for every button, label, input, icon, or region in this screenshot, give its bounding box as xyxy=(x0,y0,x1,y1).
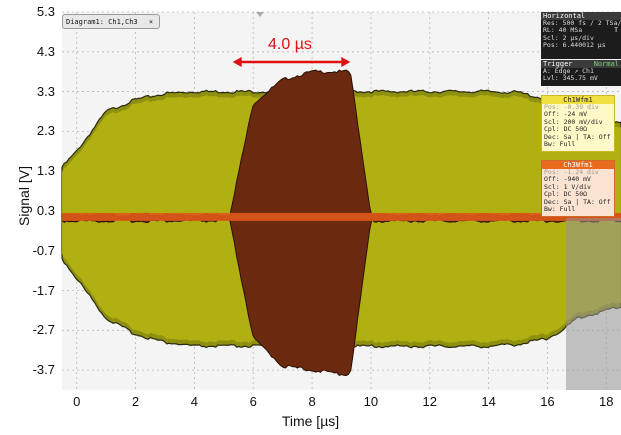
inactive-region xyxy=(566,218,621,390)
y-axis-label: Signal [V] xyxy=(16,166,32,226)
y-tick-label: 5.3 xyxy=(36,4,55,19)
x-tick-label: 8 xyxy=(308,394,316,409)
y-tick-label: 0.3 xyxy=(36,202,55,218)
ch1-title: Ch1Wfm1 xyxy=(542,96,614,104)
ch3-panel[interactable]: Ch3Wfm1 Pos: -1.24 div Off: -940 mV Scl:… xyxy=(541,160,615,217)
ch1-coupling: Cpl: DC 50Ω xyxy=(544,125,588,134)
x-tick-label: 16 xyxy=(540,394,555,409)
horizontal-scale: Scl: 2 µs/div xyxy=(543,33,594,42)
x-axis-label: Time [µs] xyxy=(281,413,340,429)
ch1-scale: Scl: 200 mV/div xyxy=(544,117,603,126)
trigger-title: Trigger Normal xyxy=(541,60,621,68)
y-tick-label: -3.7 xyxy=(32,362,55,378)
x-tick-label: 2 xyxy=(131,394,140,409)
handle-icon[interactable] xyxy=(256,12,264,17)
y-tick-label: -1.7 xyxy=(32,282,55,298)
x-tick-label: 12 xyxy=(422,394,437,409)
ch1-bandwidth: Bw: Full xyxy=(544,140,576,149)
trigger-panel[interactable]: Trigger Normal A: Edge ↗ Ch1 Lvl: 345.75 … xyxy=(541,60,621,86)
y-tick-label: 2.3 xyxy=(36,123,55,139)
y-tick-label: -0.7 xyxy=(32,242,55,258)
ch1-offset: Off: -24 mV xyxy=(544,110,588,119)
horizontal-panel[interactable]: Horizontal Res: 500 fs / 2 TSa/s RL: 40 … xyxy=(541,12,621,59)
ch1-decimation: Dec: Sa | TA: Off xyxy=(544,132,611,141)
burst-duration-label: 4.0 µs xyxy=(268,36,312,53)
ch3-title: Ch3Wfm1 xyxy=(542,161,614,169)
ch3-position: Pos: -1.24 div xyxy=(544,168,599,176)
trigger-mode: Normal xyxy=(593,60,619,68)
ch3-decimation: Dec: Sa | TA: Off xyxy=(544,197,611,206)
trigger-source: A: Edge ↗ Ch1 xyxy=(543,67,594,75)
arrowhead-right-icon xyxy=(341,57,351,67)
diagram-tab[interactable]: Diagram1: Ch1,Ch3 × xyxy=(62,14,160,29)
horizontal-record-length: RL: 40 MSa T xyxy=(543,26,618,35)
x-tick-label: 18 xyxy=(599,394,614,409)
ch1-panel[interactable]: Ch1Wfm1 Pos: -0.39 div Off: -24 mV Scl: … xyxy=(541,95,615,152)
arrowhead-left-icon xyxy=(232,57,242,67)
ch3-offset: Off: -940 mV xyxy=(544,175,591,184)
horizontal-title: Horizontal xyxy=(541,12,621,20)
x-tick-label: 14 xyxy=(481,394,496,409)
ch3-baseline-trace xyxy=(62,212,621,221)
x-tick-label: 10 xyxy=(363,394,379,409)
diagram-tab-label: Diagram1: Ch1,Ch3 xyxy=(66,18,138,26)
ch1-position: Pos: -0.39 div xyxy=(544,103,599,111)
ch3-waveform xyxy=(61,69,621,377)
trigger-level: Lvl: 345.75 mV xyxy=(543,74,598,83)
x-tick-label: 4 xyxy=(190,394,198,409)
horizontal-position: Pos: 6.440012 µs xyxy=(543,41,606,50)
y-tick-label: 4.3 xyxy=(36,43,55,59)
x-tick-label: 6 xyxy=(249,394,257,409)
y-tick-label: 3.3 xyxy=(36,83,55,99)
y-tick-label: 1.3 xyxy=(36,163,55,179)
ch3-coupling: Cpl: DC 50Ω xyxy=(544,190,588,199)
ch3-scale: Scl: 1 V/div xyxy=(544,182,591,191)
y-tick-label: -2.7 xyxy=(32,322,55,338)
x-tick-label: 0 xyxy=(73,394,81,409)
close-icon[interactable]: × xyxy=(148,18,154,26)
ch3-bandwidth: Bw: Full xyxy=(544,205,576,214)
horizontal-resolution: Res: 500 fs / 2 TSa/s xyxy=(543,19,621,27)
